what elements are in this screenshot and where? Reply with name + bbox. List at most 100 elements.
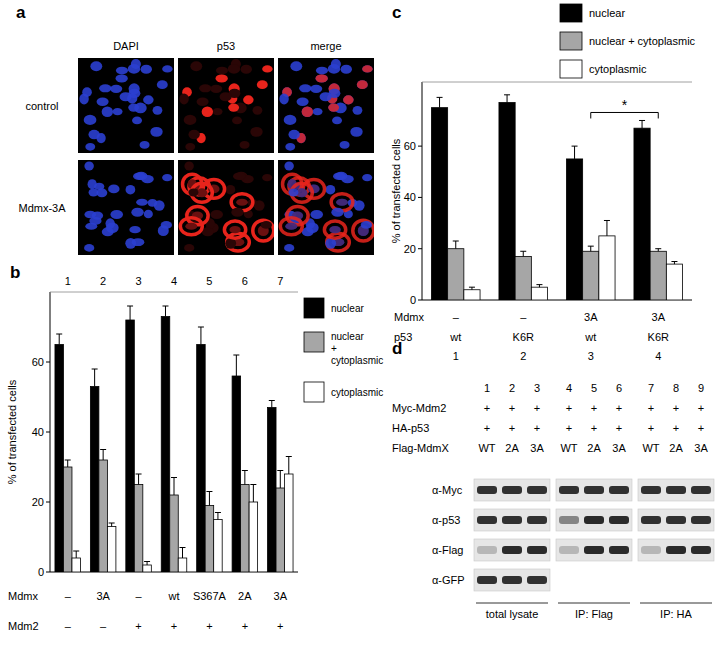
bar bbox=[126, 320, 135, 572]
annotation: * bbox=[622, 97, 628, 113]
nucleus-dim bbox=[233, 173, 245, 180]
bar bbox=[99, 460, 108, 572]
blot-strip bbox=[638, 539, 714, 561]
p53-stain-center bbox=[285, 223, 297, 230]
condition-value: 3A bbox=[530, 442, 544, 454]
lane-number: 3 bbox=[534, 382, 540, 394]
p53-stain bbox=[324, 221, 345, 238]
error-bar bbox=[437, 97, 443, 107]
bar bbox=[599, 236, 615, 300]
column-header: p53 bbox=[217, 40, 235, 52]
condition-value: + bbox=[242, 620, 248, 632]
condition-value: 2A bbox=[505, 442, 519, 454]
p53-stain bbox=[328, 103, 339, 111]
condition-value: + bbox=[648, 422, 654, 434]
condition-value: + bbox=[616, 402, 622, 414]
y-tick-label: 40 bbox=[404, 191, 416, 203]
blot-strip bbox=[474, 569, 550, 591]
p53-stain bbox=[253, 220, 274, 241]
error-bar bbox=[520, 251, 526, 256]
y-tick bbox=[46, 362, 50, 363]
micrograph bbox=[278, 58, 374, 153]
y-tick bbox=[46, 572, 50, 573]
condition-value: + bbox=[171, 620, 177, 632]
nucleus bbox=[102, 107, 113, 118]
blot-band bbox=[477, 576, 497, 584]
nucleus bbox=[297, 98, 309, 106]
condition-value: + bbox=[673, 422, 679, 434]
lane-number: 7 bbox=[648, 382, 654, 394]
category-label: 1 bbox=[65, 275, 71, 287]
p53-stain bbox=[224, 221, 245, 238]
nucleus bbox=[288, 130, 299, 139]
condition-value: – bbox=[520, 311, 527, 323]
y-tick bbox=[418, 248, 422, 249]
y-tick-label: 40 bbox=[32, 426, 44, 438]
nucleus-dim bbox=[226, 185, 236, 194]
nucleus bbox=[302, 107, 313, 118]
nucleus bbox=[129, 226, 140, 233]
blot-band bbox=[477, 546, 497, 554]
legend-line: + bbox=[331, 343, 337, 354]
condition-value: + bbox=[648, 402, 654, 414]
legend-swatch bbox=[560, 32, 582, 50]
condition-label: p53 bbox=[394, 331, 412, 343]
legend-line: cytoplasmic bbox=[331, 387, 383, 398]
error-bar bbox=[655, 249, 661, 252]
blot-band bbox=[584, 546, 604, 554]
blot-band bbox=[666, 546, 686, 554]
nucleus bbox=[79, 93, 88, 104]
bar bbox=[285, 474, 294, 572]
bar bbox=[143, 565, 152, 572]
nucleus bbox=[132, 117, 142, 125]
legend-line: nuclear + cytoplasmic bbox=[589, 35, 696, 47]
condition-label: Mdmx bbox=[8, 590, 38, 602]
nucleus bbox=[144, 210, 153, 219]
nucleus bbox=[333, 173, 345, 180]
nucleus bbox=[108, 184, 119, 193]
nucleus bbox=[331, 208, 343, 217]
p53-stain-center bbox=[185, 223, 197, 230]
bar bbox=[431, 108, 447, 300]
error-bar bbox=[286, 457, 292, 475]
category-label: 6 bbox=[242, 275, 248, 287]
y-tick-label: 20 bbox=[32, 496, 44, 508]
lane-number: 8 bbox=[673, 382, 679, 394]
legend-line: nuclear bbox=[589, 7, 625, 19]
category-label: 4 bbox=[171, 275, 177, 287]
legend-label: nuclear+cytoplasmic bbox=[331, 331, 383, 366]
lane-number: 6 bbox=[616, 382, 622, 394]
micrograph bbox=[178, 160, 274, 255]
condition-value: WT bbox=[642, 442, 659, 454]
bar bbox=[515, 256, 531, 300]
error-bar bbox=[250, 485, 256, 503]
bar bbox=[232, 376, 241, 572]
p53-stain bbox=[202, 107, 213, 118]
p53-stain bbox=[262, 65, 273, 72]
bar bbox=[666, 264, 682, 300]
nucleus bbox=[140, 141, 150, 149]
nucleus bbox=[289, 188, 299, 196]
p53-stain-center bbox=[329, 226, 340, 233]
error-bar bbox=[671, 262, 677, 265]
condition-value: 2A bbox=[587, 442, 601, 454]
nucleus bbox=[362, 65, 373, 72]
column-header: merge bbox=[310, 40, 341, 52]
condition-value: – bbox=[453, 311, 460, 323]
nucleus bbox=[326, 185, 336, 194]
blot-band bbox=[691, 546, 711, 554]
blot-band bbox=[641, 546, 661, 554]
nucleus bbox=[310, 210, 323, 219]
image-background bbox=[78, 160, 174, 255]
nucleus-dim bbox=[253, 106, 263, 115]
nucleus bbox=[290, 61, 302, 71]
error-bar bbox=[127, 306, 133, 320]
blot-strip bbox=[556, 539, 632, 561]
p53-stain bbox=[362, 65, 373, 72]
blot-band bbox=[477, 516, 497, 524]
error-bar bbox=[144, 562, 150, 566]
nucleus bbox=[161, 221, 172, 229]
condition-value: – bbox=[65, 620, 72, 632]
nucleus-dim bbox=[250, 127, 262, 137]
lane-number: 2 bbox=[509, 382, 515, 394]
